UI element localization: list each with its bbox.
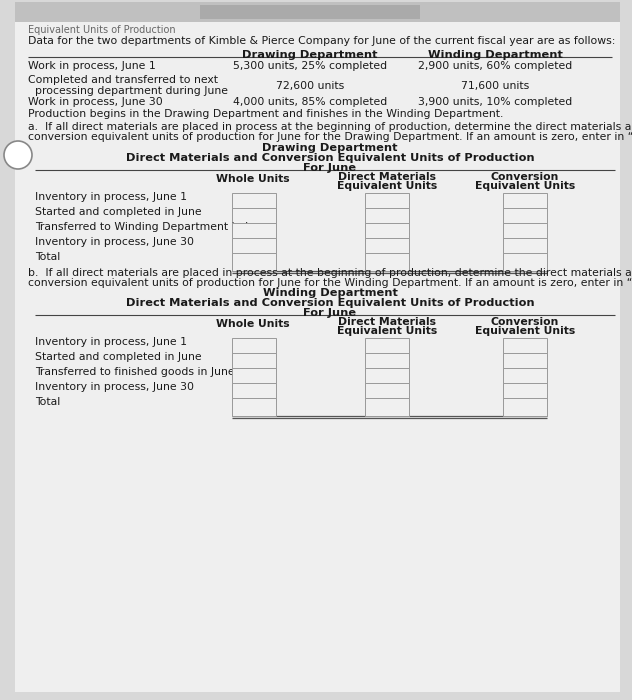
FancyBboxPatch shape (503, 353, 547, 371)
FancyBboxPatch shape (365, 383, 409, 401)
FancyBboxPatch shape (232, 223, 276, 241)
Text: 72,600 units: 72,600 units (276, 81, 344, 91)
Text: Equivalent Units: Equivalent Units (475, 181, 575, 191)
FancyBboxPatch shape (365, 398, 409, 416)
Text: processing department during June: processing department during June (28, 86, 228, 96)
Text: Conversion: Conversion (491, 317, 559, 327)
FancyBboxPatch shape (365, 193, 409, 211)
Text: Data for the two departments of Kimble & Pierce Company for June of the current : Data for the two departments of Kimble &… (28, 36, 616, 46)
FancyBboxPatch shape (365, 223, 409, 241)
FancyBboxPatch shape (503, 383, 547, 401)
Text: Whole Units: Whole Units (216, 174, 290, 184)
Text: Direct Materials and Conversion Equivalent Units of Production: Direct Materials and Conversion Equivale… (126, 298, 534, 308)
FancyBboxPatch shape (503, 338, 547, 356)
Text: For June: For June (303, 308, 356, 318)
Text: a.  If all direct materials are placed in process at the beginning of production: a. If all direct materials are placed in… (28, 122, 632, 132)
Text: 71,600 units: 71,600 units (461, 81, 529, 91)
Text: >: > (13, 151, 23, 164)
Text: Whole Units: Whole Units (216, 319, 290, 329)
FancyBboxPatch shape (15, 2, 620, 22)
Text: For June: For June (303, 163, 356, 173)
Text: Work in process, June 1: Work in process, June 1 (28, 61, 155, 71)
FancyBboxPatch shape (503, 398, 547, 416)
Text: Direct Materials and Conversion Equivalent Units of Production: Direct Materials and Conversion Equivale… (126, 153, 534, 163)
Text: Inventory in process, June 30: Inventory in process, June 30 (35, 237, 194, 247)
Text: conversion equivalent units of production for June for the Drawing Department. I: conversion equivalent units of productio… (28, 132, 632, 142)
Text: 2,900 units, 60% completed: 2,900 units, 60% completed (418, 61, 572, 71)
Text: Equivalent Units: Equivalent Units (337, 181, 437, 191)
FancyBboxPatch shape (365, 238, 409, 256)
Text: Conversion: Conversion (491, 172, 559, 182)
Text: Completed and transferred to next: Completed and transferred to next (28, 75, 218, 85)
FancyBboxPatch shape (232, 383, 276, 401)
FancyBboxPatch shape (365, 338, 409, 356)
FancyBboxPatch shape (232, 253, 276, 271)
FancyBboxPatch shape (503, 223, 547, 241)
Text: Inventory in process, June 1: Inventory in process, June 1 (35, 337, 187, 347)
Text: Started and completed in June: Started and completed in June (35, 207, 202, 217)
Text: Inventory in process, June 30: Inventory in process, June 30 (35, 382, 194, 392)
Text: Work in process, June 30: Work in process, June 30 (28, 97, 163, 107)
Text: Equivalent Units of Production: Equivalent Units of Production (28, 25, 176, 35)
Text: Drawing Department: Drawing Department (262, 143, 398, 153)
FancyBboxPatch shape (232, 338, 276, 356)
Text: Total: Total (35, 252, 60, 262)
FancyBboxPatch shape (232, 398, 276, 416)
FancyBboxPatch shape (365, 368, 409, 386)
Text: Inventory in process, June 1: Inventory in process, June 1 (35, 192, 187, 202)
FancyBboxPatch shape (365, 253, 409, 271)
FancyBboxPatch shape (200, 5, 420, 19)
Text: Total: Total (35, 397, 60, 407)
Text: Transferred to finished goods in June: Transferred to finished goods in June (35, 367, 234, 377)
FancyBboxPatch shape (503, 193, 547, 211)
Text: Winding Department: Winding Department (262, 288, 398, 298)
FancyBboxPatch shape (503, 238, 547, 256)
Circle shape (4, 141, 32, 169)
Text: Equivalent Units: Equivalent Units (475, 326, 575, 336)
Text: 3,900 units, 10% completed: 3,900 units, 10% completed (418, 97, 572, 107)
Text: Drawing Department: Drawing Department (242, 50, 378, 60)
FancyBboxPatch shape (232, 193, 276, 211)
Text: Equivalent Units: Equivalent Units (337, 326, 437, 336)
FancyBboxPatch shape (365, 208, 409, 226)
FancyBboxPatch shape (232, 238, 276, 256)
FancyBboxPatch shape (503, 368, 547, 386)
Text: Transferred to Winding Department in June: Transferred to Winding Department in Jun… (35, 222, 269, 232)
FancyBboxPatch shape (503, 208, 547, 226)
Text: Direct Materials: Direct Materials (338, 317, 436, 327)
FancyBboxPatch shape (232, 353, 276, 371)
Text: Direct Materials: Direct Materials (338, 172, 436, 182)
Text: b.  If all direct materials are placed in process at the beginning of production: b. If all direct materials are placed in… (28, 268, 632, 278)
FancyBboxPatch shape (503, 253, 547, 271)
FancyBboxPatch shape (232, 368, 276, 386)
Text: Started and completed in June: Started and completed in June (35, 352, 202, 362)
Text: 5,300 units, 25% completed: 5,300 units, 25% completed (233, 61, 387, 71)
FancyBboxPatch shape (365, 353, 409, 371)
Text: Winding Department: Winding Department (428, 50, 562, 60)
FancyBboxPatch shape (232, 208, 276, 226)
Text: Production begins in the Drawing Department and finishes in the Winding Departme: Production begins in the Drawing Departm… (28, 109, 503, 119)
Text: conversion equivalent units of production for June for the Winding Department. I: conversion equivalent units of productio… (28, 278, 632, 288)
FancyBboxPatch shape (15, 6, 620, 692)
Text: 4,000 units, 85% completed: 4,000 units, 85% completed (233, 97, 387, 107)
